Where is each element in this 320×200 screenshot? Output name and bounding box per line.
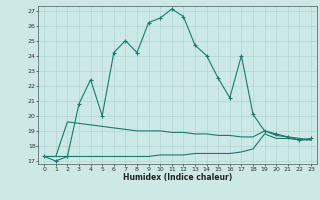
X-axis label: Humidex (Indice chaleur): Humidex (Indice chaleur): [123, 173, 232, 182]
